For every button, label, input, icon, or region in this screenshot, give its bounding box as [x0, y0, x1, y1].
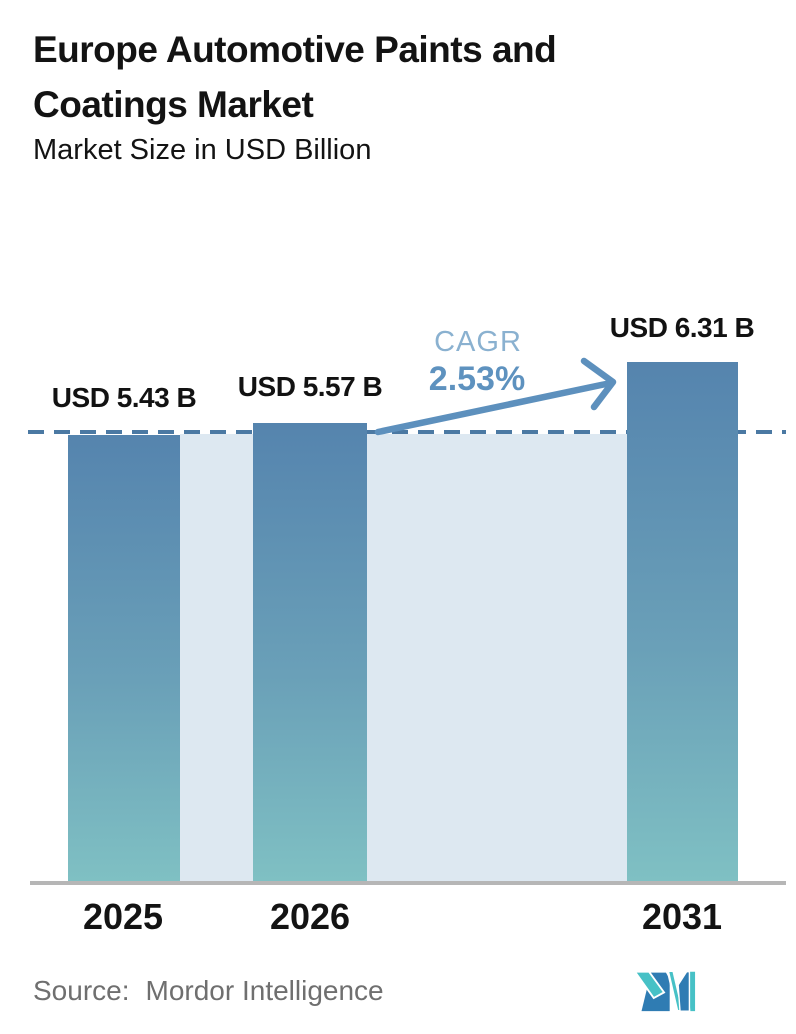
mordor-intelligence-logo-icon	[634, 969, 696, 1012]
chart-title: Europe Automotive Paints and Coatings Ma…	[33, 22, 633, 132]
cagr-value: 2.53%	[428, 360, 526, 398]
bar-2031	[627, 362, 738, 881]
bar-value-label-2026: USD 5.57 B	[237, 371, 383, 402]
bar-2026	[253, 423, 367, 881]
bar-value-label-2025: USD 5.43 B	[51, 382, 197, 413]
cagr-growth-arrow-icon	[374, 357, 617, 436]
chart-subtitle: Market Size in USD Billion	[33, 134, 372, 166]
bar-value-label-2031: USD 6.31 B	[609, 312, 755, 343]
highlight-region	[180, 434, 628, 881]
chart-title-line1: Europe Automotive Paints and	[33, 29, 557, 70]
x-tick-2025: 2025	[82, 896, 164, 937]
cagr-label: CAGR	[434, 326, 522, 358]
x-tick-2031: 2031	[641, 896, 723, 937]
source-value: Mordor Intelligence	[145, 975, 384, 1006]
chart-title-line2: Coatings Market	[33, 84, 314, 125]
source-attribution: Source: Mordor Intelligence	[33, 975, 384, 1007]
x-tick-2026: 2026	[269, 896, 351, 937]
x-axis-line	[30, 881, 786, 885]
bar-2025	[68, 435, 180, 881]
baseline-dashed-line	[28, 430, 786, 434]
source-label: Source:	[33, 975, 130, 1006]
